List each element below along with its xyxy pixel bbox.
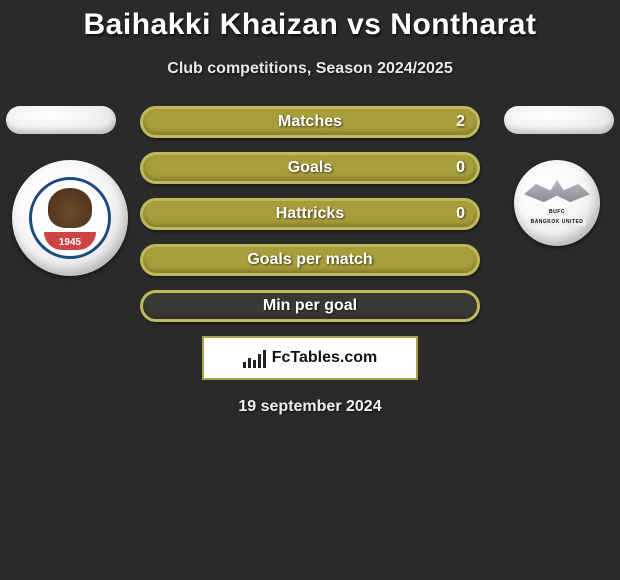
- player-left-pill: [6, 106, 116, 134]
- stat-bar-value-right: 2: [456, 113, 465, 131]
- stat-bar-value-right: 0: [456, 205, 465, 223]
- stat-bar: Min per goal: [140, 290, 480, 322]
- wings-badge-icon: BUFC BANGKOK UNITED: [523, 176, 591, 230]
- stat-bar: Matches 2: [140, 106, 480, 138]
- stat-bar: Hattricks 0: [140, 198, 480, 230]
- club-crest-right: BUFC BANGKOK UNITED: [514, 160, 600, 246]
- stat-bar-label: Min per goal: [263, 297, 357, 315]
- crest-right-bottom: BANGKOK UNITED: [528, 218, 587, 226]
- deer-badge-icon: 1945: [29, 177, 111, 259]
- stat-bar: Goals per match: [140, 244, 480, 276]
- stat-bar-label: Goals per match: [247, 251, 372, 269]
- club-crest-left: 1945: [12, 160, 128, 276]
- stat-bar: Goals 0: [140, 152, 480, 184]
- stat-bar-label: Goals: [288, 159, 332, 177]
- player-right-pill: [504, 106, 614, 134]
- date-label: 19 september 2024: [0, 398, 620, 416]
- stat-bars: Matches 2 Goals 0 Hattricks 0 Goals per match M…: [140, 106, 480, 322]
- stat-bar-value-right: 0: [456, 159, 465, 177]
- stat-bar-label: Hattricks: [276, 205, 344, 223]
- brand-text: FcTables.com: [272, 349, 378, 367]
- comparison-arena: 1945 BUFC BANGKOK UNITED Matches2Goals0H…: [0, 106, 620, 322]
- crest-left-year: 1945: [59, 237, 81, 248]
- subtitle: Club competitions, Season 2024/2025: [0, 60, 620, 78]
- bar-chart-icon: [243, 348, 266, 368]
- stat-bar-label: Matches: [278, 113, 342, 131]
- brand-box[interactable]: FcTables.com: [202, 336, 418, 380]
- crest-right-top: BUFC: [546, 208, 568, 216]
- page-title: Baihakki Khaizan vs Nontharat: [0, 0, 620, 42]
